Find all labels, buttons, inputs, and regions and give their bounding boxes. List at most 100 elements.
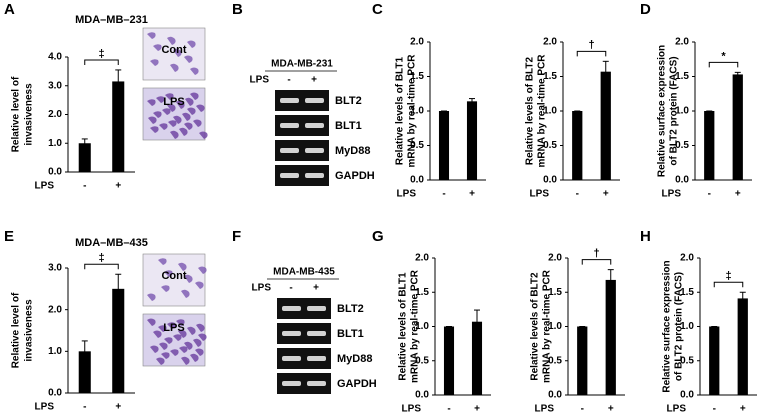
- cell: [193, 119, 202, 127]
- significance-mark: ‡: [98, 48, 104, 60]
- cell: [170, 130, 179, 139]
- chart-title: MDA–MB–231: [75, 14, 148, 26]
- y-tick-label: 2.0: [48, 304, 62, 315]
- y-tick-label: 0.0: [48, 167, 62, 178]
- gene-label: BLT1: [337, 328, 364, 340]
- band: [307, 306, 326, 311]
- gene-label: BLT2: [337, 303, 364, 315]
- cell: [173, 334, 182, 341]
- bar: [709, 326, 720, 395]
- bar: [600, 71, 611, 180]
- y-tick-label: 1.5: [548, 287, 562, 298]
- y-tick-label: 0.5: [548, 355, 562, 366]
- x-tick-label: +: [735, 189, 741, 200]
- panel-letter: H: [640, 228, 651, 245]
- cell: [195, 348, 204, 356]
- panel-letter: D: [640, 1, 651, 18]
- x-tick-label: +: [603, 189, 609, 200]
- significance-mark: †: [588, 39, 594, 51]
- gene-label: MyD88: [335, 145, 370, 157]
- lane-label: -: [289, 283, 292, 294]
- band: [282, 331, 301, 336]
- band: [282, 306, 301, 311]
- y-tick-label: 0.0: [543, 175, 557, 186]
- significance-bracket: [581, 259, 612, 265]
- y-axis-label: invasiveness: [24, 83, 35, 146]
- band: [280, 98, 299, 103]
- y-tick-label: 2.0: [675, 37, 689, 48]
- cell: [178, 329, 187, 338]
- y-axis-label: Relative levels of BLT1: [398, 272, 409, 381]
- x-tick-label: -: [83, 402, 86, 413]
- x-tick-label: -: [83, 181, 86, 192]
- bar: [112, 81, 125, 172]
- x-tick-label: -: [442, 189, 445, 200]
- cell: [190, 353, 199, 362]
- significance-bracket: [708, 61, 739, 68]
- cell: [190, 92, 199, 100]
- cell: [167, 103, 176, 112]
- lane-label: +: [313, 283, 319, 294]
- gel: [275, 90, 329, 111]
- cell: [170, 63, 179, 72]
- cell: [158, 258, 167, 265]
- y-tick-label: 1.5: [543, 71, 557, 82]
- gel: [277, 298, 331, 319]
- cell: [168, 120, 177, 127]
- cell: [159, 342, 168, 350]
- y-tick-label: 2.0: [680, 253, 694, 264]
- y-tick-label: 0.0: [415, 390, 429, 401]
- x-axis-label: LPS: [35, 181, 55, 192]
- cell: [164, 337, 173, 344]
- cell: [184, 55, 193, 63]
- y-tick-label: 0.0: [675, 175, 689, 186]
- gel: [275, 140, 329, 161]
- y-tick-label: 0.5: [543, 140, 557, 151]
- panel-letter: F: [232, 228, 241, 245]
- x-tick-label: -: [708, 189, 711, 200]
- y-tick-label: 2.0: [548, 253, 562, 264]
- band: [305, 123, 324, 128]
- band: [307, 356, 326, 361]
- cell: [147, 32, 156, 39]
- x-tick-label: -: [576, 189, 579, 200]
- cell: [178, 262, 187, 271]
- band: [280, 148, 299, 153]
- micrograph-label: Cont: [161, 270, 186, 282]
- y-tick-label: 1.5: [675, 71, 689, 82]
- bar: [577, 326, 588, 395]
- lane-label: -: [287, 75, 290, 86]
- significance-bracket: [84, 263, 119, 270]
- y-tick-label: 1.0: [48, 138, 62, 149]
- y-tick-label: 0.0: [48, 388, 62, 399]
- cell: [187, 326, 196, 335]
- lane-label: +: [311, 75, 317, 86]
- cell: [150, 345, 159, 353]
- cell: [184, 341, 193, 350]
- cell: [198, 266, 207, 274]
- y-tick-label: 3.0: [48, 80, 62, 91]
- band: [305, 148, 324, 153]
- blot-title: MDA-MB-435: [273, 267, 335, 278]
- x-tick-label: -: [713, 404, 716, 415]
- cell: [184, 122, 193, 130]
- cell: [165, 93, 174, 100]
- y-tick-label: 1.0: [548, 321, 562, 332]
- cell: [159, 123, 168, 130]
- gene-label: BLT2: [335, 95, 362, 107]
- y-axis-label: invasiveness: [24, 299, 35, 362]
- y-tick-label: 2.0: [48, 109, 62, 120]
- cell: [184, 274, 193, 283]
- band: [307, 331, 326, 336]
- cell: [156, 96, 165, 103]
- cell: [173, 115, 182, 124]
- y-tick-label: 1.5: [410, 71, 424, 82]
- bar: [78, 143, 91, 172]
- y-tick-label: 2.0: [415, 253, 429, 264]
- cell: [167, 36, 176, 45]
- cell: [162, 108, 171, 115]
- blot-title: MDA-MB-231: [271, 59, 333, 70]
- cell: [179, 127, 188, 136]
- panel-letter: A: [4, 1, 15, 18]
- chart-title: MDA–MB–435: [75, 237, 148, 249]
